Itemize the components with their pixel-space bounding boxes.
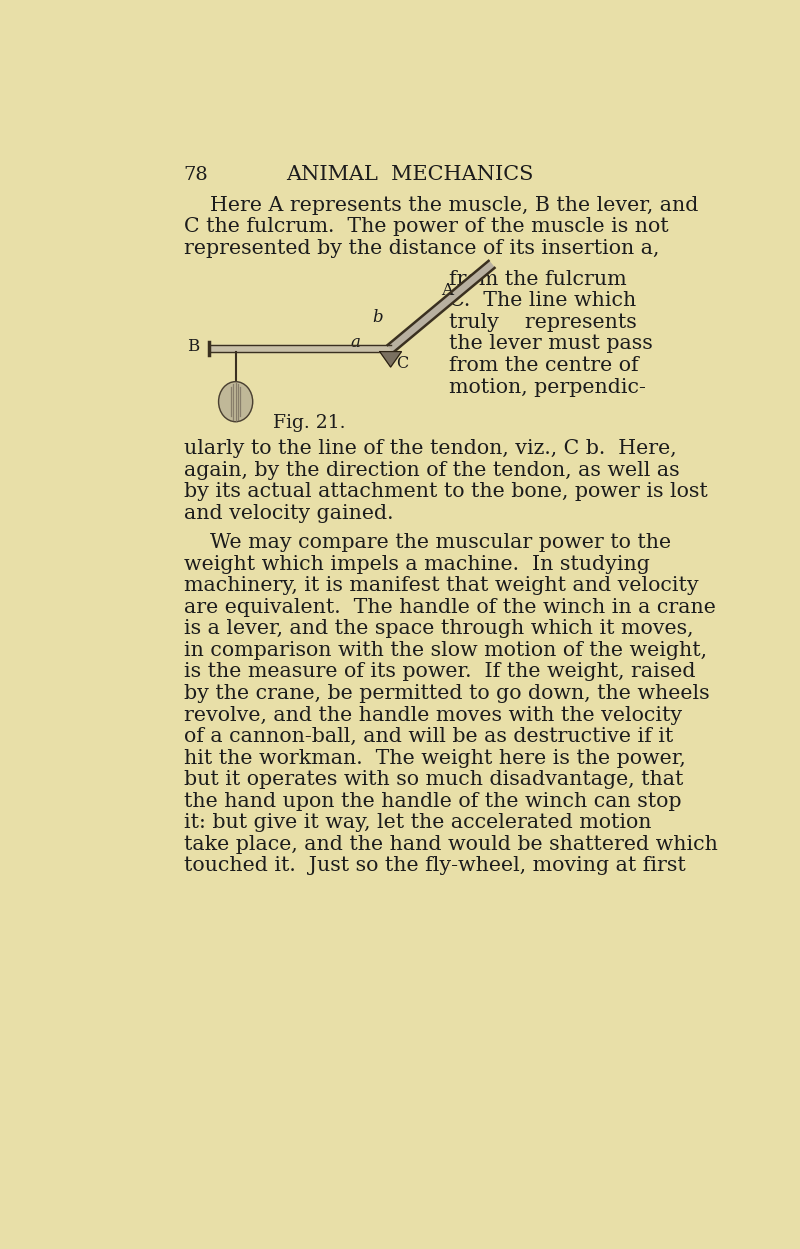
Ellipse shape [218, 382, 253, 422]
Text: C.  The line which: C. The line which [449, 291, 636, 310]
Text: ularly to the line of the tendon, viz., C b.  Here,: ularly to the line of the tendon, viz., … [184, 440, 676, 458]
Text: the hand upon the handle of the winch can stop: the hand upon the handle of the winch ca… [184, 792, 682, 811]
Text: A: A [441, 281, 453, 299]
Text: Fig. 21.: Fig. 21. [273, 415, 346, 432]
Text: are equivalent.  The handle of the winch in a crane: are equivalent. The handle of the winch … [184, 598, 715, 617]
Text: the lever must pass: the lever must pass [449, 335, 653, 353]
Text: hit the workman.  The weight here is the power,: hit the workman. The weight here is the … [184, 748, 686, 768]
Text: again, by the direction of the tendon, as well as: again, by the direction of the tendon, a… [184, 461, 679, 480]
Polygon shape [380, 352, 402, 367]
Text: C: C [396, 356, 408, 372]
Text: b: b [372, 310, 382, 326]
Text: revolve, and the handle moves with the velocity: revolve, and the handle moves with the v… [184, 706, 682, 724]
Text: B: B [187, 337, 199, 355]
Text: ANIMAL  MECHANICS: ANIMAL MECHANICS [286, 165, 534, 184]
Text: of a cannon-ball, and will be as destructive if it: of a cannon-ball, and will be as destruc… [184, 727, 673, 746]
Text: touched it.  Just so the fly-wheel, moving at first: touched it. Just so the fly-wheel, movin… [184, 857, 686, 876]
Text: C the fulcrum.  The power of the muscle is not: C the fulcrum. The power of the muscle i… [184, 217, 668, 236]
Text: Here A represents the muscle, B the lever, and: Here A represents the muscle, B the leve… [184, 196, 698, 215]
Text: 78: 78 [184, 166, 209, 184]
Text: take place, and the hand would be shattered which: take place, and the hand would be shatte… [184, 834, 718, 854]
Text: motion, perpendic-: motion, perpendic- [449, 377, 646, 396]
Polygon shape [388, 261, 494, 352]
Text: truly    represents: truly represents [449, 312, 637, 332]
Text: from the centre of: from the centre of [449, 356, 638, 375]
Text: from the fulcrum: from the fulcrum [449, 270, 626, 289]
Text: a: a [351, 333, 361, 351]
Bar [209, 346, 390, 352]
Text: but it operates with so much disadvantage, that: but it operates with so much disadvantag… [184, 771, 683, 789]
Text: is the measure of its power.  If the weight, raised: is the measure of its power. If the weig… [184, 662, 695, 682]
Text: We may compare the muscular power to the: We may compare the muscular power to the [184, 533, 671, 552]
Text: weight which impels a machine.  In studying: weight which impels a machine. In studyi… [184, 555, 650, 573]
Text: it: but give it way, let the accelerated motion: it: but give it way, let the accelerated… [184, 813, 651, 832]
Text: represented by the distance of its insertion a,: represented by the distance of its inser… [184, 239, 659, 259]
Text: by its actual attachment to the bone, power is lost: by its actual attachment to the bone, po… [184, 482, 707, 501]
Text: is a lever, and the space through which it moves,: is a lever, and the space through which … [184, 620, 693, 638]
Text: by the crane, be permitted to go down, the wheels: by the crane, be permitted to go down, t… [184, 684, 710, 703]
Text: and velocity gained.: and velocity gained. [184, 503, 394, 523]
Text: machinery, it is manifest that weight and velocity: machinery, it is manifest that weight an… [184, 576, 698, 596]
Text: in comparison with the slow motion of the weight,: in comparison with the slow motion of th… [184, 641, 706, 659]
